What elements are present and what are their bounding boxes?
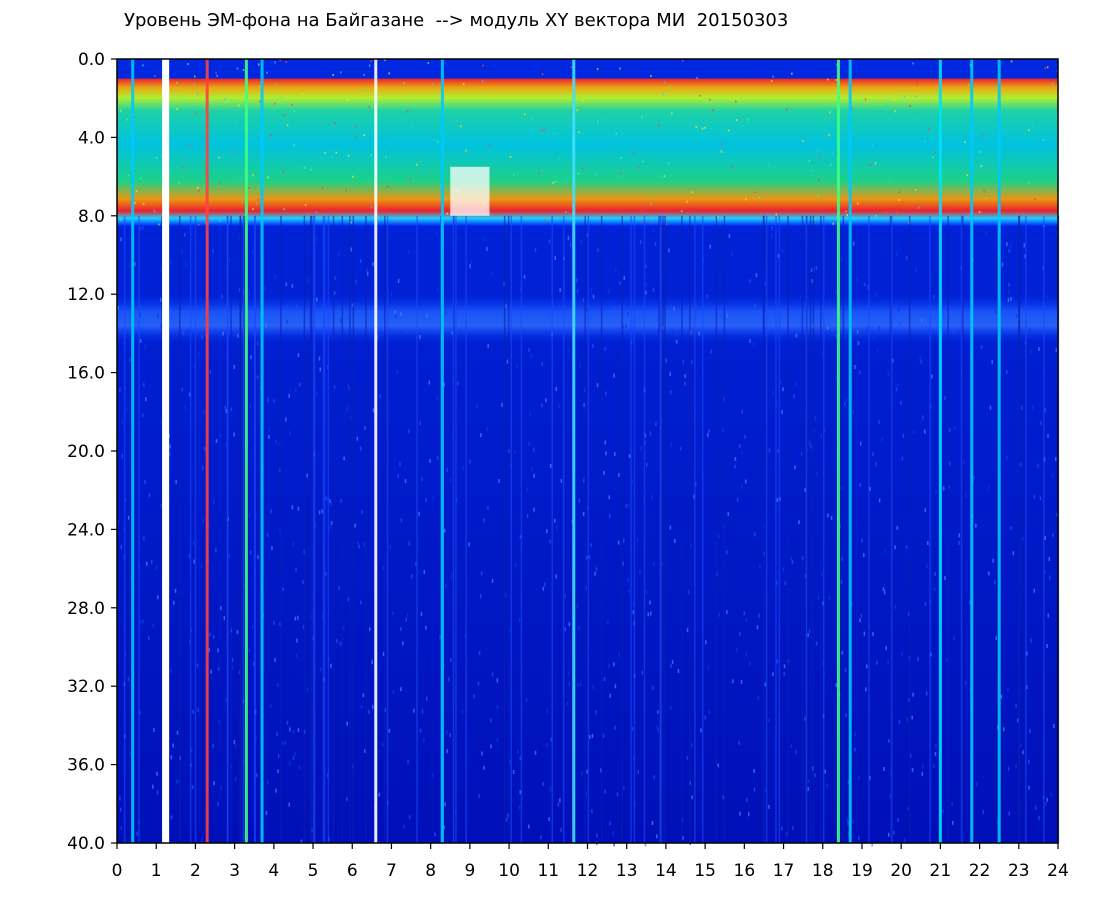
x-tick-label-12: 12 xyxy=(577,861,599,881)
vertical-streaks xyxy=(123,215,1060,844)
x-tick-label-22: 22 xyxy=(969,861,991,881)
y-tick-label-5: 20.0 xyxy=(67,442,105,462)
vertical-line-3 xyxy=(260,59,264,843)
y-tick-label-0: 0.0 xyxy=(78,50,105,70)
noise-texture xyxy=(117,59,1059,847)
vertical-line-5 xyxy=(440,59,444,843)
x-tick-label-15: 15 xyxy=(694,861,716,881)
vertical-line-10 xyxy=(970,59,974,843)
x-tick-label-11: 11 xyxy=(537,861,559,881)
x-tick-label-14: 14 xyxy=(655,861,677,881)
y-tick-label-3: 12.0 xyxy=(67,285,105,305)
x-tick-label-5: 5 xyxy=(308,861,319,881)
x-tick-label-0: 0 xyxy=(112,861,123,881)
y-tick-label-7: 28.0 xyxy=(67,599,105,619)
y-tick-label-6: 24.0 xyxy=(67,520,105,540)
active-band xyxy=(117,78,1058,226)
y-tick-label-4: 16.0 xyxy=(67,364,105,384)
y-tick-label-1: 4.0 xyxy=(78,128,105,148)
x-tick-label-9: 9 xyxy=(464,861,475,881)
x-tick-label-24: 24 xyxy=(1047,861,1069,881)
x-tick-label-3: 3 xyxy=(229,861,240,881)
gap-1 xyxy=(450,166,490,216)
vertical-line-0 xyxy=(131,59,135,843)
x-tick-label-23: 23 xyxy=(1008,861,1030,881)
x-tick-label-8: 8 xyxy=(425,861,436,881)
x-tick-label-2: 2 xyxy=(190,861,201,881)
y-tick-label-2: 8.0 xyxy=(78,207,105,227)
x-tick-label-21: 21 xyxy=(930,861,952,881)
vertical-line-6 xyxy=(572,59,576,843)
y-tick-label-10: 40.0 xyxy=(67,834,105,854)
vertical-line-7 xyxy=(836,59,840,843)
x-tick-label-13: 13 xyxy=(616,861,638,881)
weak-band xyxy=(117,294,1058,344)
vertical-line-4 xyxy=(374,59,378,843)
vertical-line-2 xyxy=(244,59,248,843)
vertical-line-1 xyxy=(205,59,209,843)
x-tick-label-20: 20 xyxy=(890,861,912,881)
x-tick-label-17: 17 xyxy=(773,861,795,881)
x-tick-label-7: 7 xyxy=(386,861,397,881)
vertical-line-8 xyxy=(848,59,852,843)
chart-title: Уровень ЭМ-фона на Байгазане --> модуль … xyxy=(124,10,789,31)
x-tick-label-19: 19 xyxy=(851,861,873,881)
y-tick-label-8: 32.0 xyxy=(67,677,105,697)
x-tick-label-16: 16 xyxy=(734,861,756,881)
x-tick-label-10: 10 xyxy=(498,861,520,881)
x-tick-label-18: 18 xyxy=(812,861,834,881)
x-tick-label-1: 1 xyxy=(151,861,162,881)
vertical-line-11 xyxy=(997,59,1001,843)
x-tick-label-6: 6 xyxy=(347,861,358,881)
x-tick-label-4: 4 xyxy=(268,861,279,881)
y-tick-label-9: 36.0 xyxy=(67,756,105,776)
vertical-line-9 xyxy=(938,59,942,843)
gap-0 xyxy=(162,59,170,843)
